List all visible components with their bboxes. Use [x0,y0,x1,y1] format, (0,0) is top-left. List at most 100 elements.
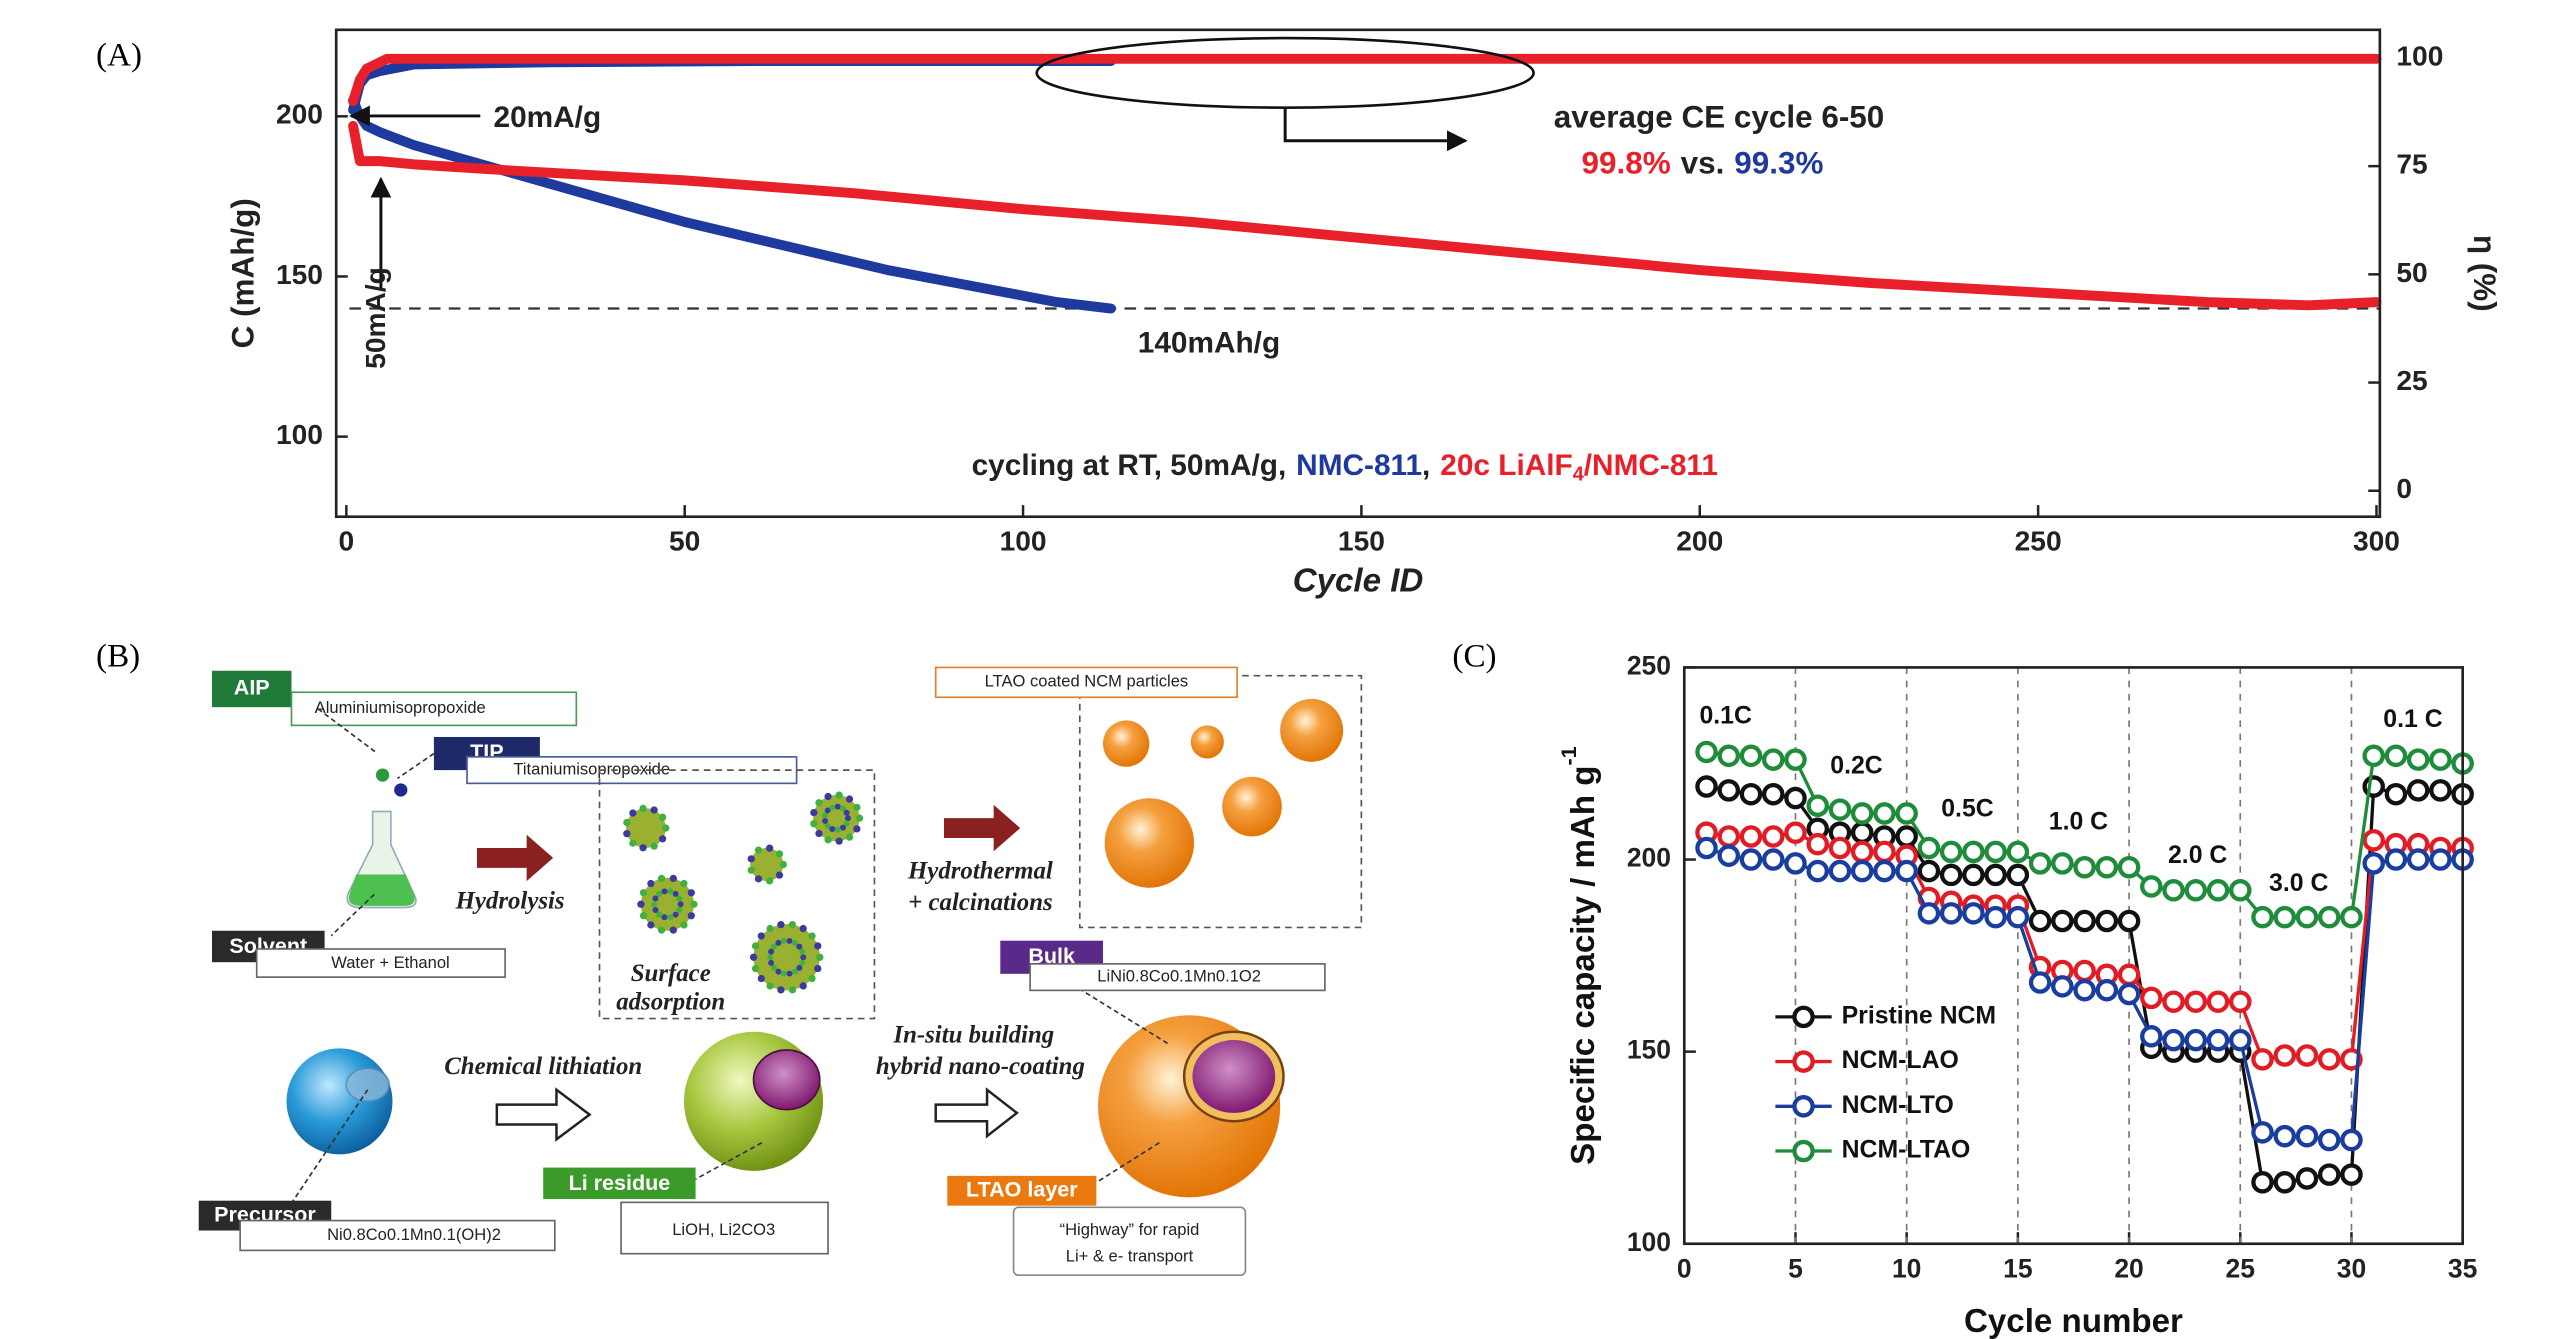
dot [791,939,798,946]
droplet [375,768,390,782]
dot [690,900,698,908]
core [752,1049,821,1111]
particle [1280,698,1344,762]
leader [397,752,435,780]
data-point [1984,840,2007,864]
dot [623,818,631,827]
data-point [2317,905,2341,929]
data-point [2273,905,2297,929]
dot [757,932,765,940]
data-point [2073,978,2096,1002]
data-point [1873,802,1896,825]
tag: AIP [234,676,270,700]
dot [657,926,666,934]
data-point [2162,1028,2185,1052]
x-tick-label: 200 [1676,526,1723,557]
dot [796,964,803,971]
dot [775,968,782,975]
data-point [2273,1044,2297,1067]
dot [754,846,763,854]
dot [799,948,806,955]
dot [815,799,823,807]
label: Aluminiumisopropoxide [315,698,486,717]
x-tick-label: 250 [2015,526,2062,557]
data-point [1739,825,1763,848]
series-line [348,53,2382,107]
data-point [1917,902,1941,925]
dot [652,907,659,913]
dot [775,939,782,946]
data-point [2362,744,2385,768]
dot [788,986,797,994]
data-point [1828,798,1852,821]
dot [658,835,667,843]
dot [824,822,831,829]
dot [639,912,648,920]
label: Water + Ethanol [331,953,450,972]
y-axis-label: C (mAh/g) [225,198,260,348]
data-point [2229,879,2252,902]
label: Li+ & e- transport [1066,1246,1194,1265]
data-point [1761,782,1785,806]
y-tick-label: 200 [276,99,323,130]
dot [687,889,695,897]
nanoparticle [750,847,784,882]
dot [839,824,846,831]
dot [650,806,658,814]
x-tick-label: 100 [1000,526,1047,557]
caption-part: , [1422,449,1430,482]
data-point [2384,848,2408,871]
data-point [2028,971,2052,994]
dot [855,814,864,822]
data-point [1717,844,1741,867]
dot [845,795,854,803]
data-point [1962,863,1985,887]
dot [766,844,774,852]
data-point [1739,782,1763,806]
annotation-part: 99.3% [1734,146,1823,181]
data-point [1761,848,1785,871]
legend-marker [1792,1139,1815,1163]
dot [651,901,658,908]
data-point [2051,852,2074,875]
data-point [1962,902,1985,925]
legend-label: NCM-LAO [1842,1047,1959,1074]
x-axis-label: Cycle ID [1293,563,1424,600]
data-point [1695,740,1718,764]
dot [661,914,668,921]
data-point [2184,990,2208,1013]
dot [853,803,861,812]
sphere [286,1048,393,1155]
dot [661,888,668,895]
dot [687,912,695,920]
data-point [2317,1163,2341,1186]
data-point [1784,821,1807,844]
data-point [2273,1171,2297,1194]
x-tick-label: 300 [2353,526,2400,557]
y-tick-label: 100 [1627,1227,1671,1257]
dot [652,895,659,902]
data-point [1917,836,1941,860]
data-point [1717,825,1741,848]
panel-label: (A) [96,37,142,74]
data-point [2229,1028,2252,1052]
dot [757,974,765,983]
annotation: 50mA/g [360,267,391,369]
nanoparticle [626,808,666,848]
name-box [239,1219,556,1252]
dot [791,968,798,975]
x-tick-label: 25 [2226,1253,2255,1283]
dot [629,839,637,847]
data-point [2251,905,2274,929]
dot [766,982,774,990]
dot [768,959,775,966]
data-point [2117,963,2141,987]
label-text: Specific capacity / mAh g [1565,766,1602,1165]
rate-label: 1.0 C [2049,809,2108,836]
data-point [1717,779,1741,802]
legend-label: NCM-LTAO [1842,1137,1971,1164]
dot [843,820,850,827]
x-tick-label: 30 [2337,1253,2366,1283]
data-point [2429,848,2452,871]
dashed-box [598,769,876,1020]
